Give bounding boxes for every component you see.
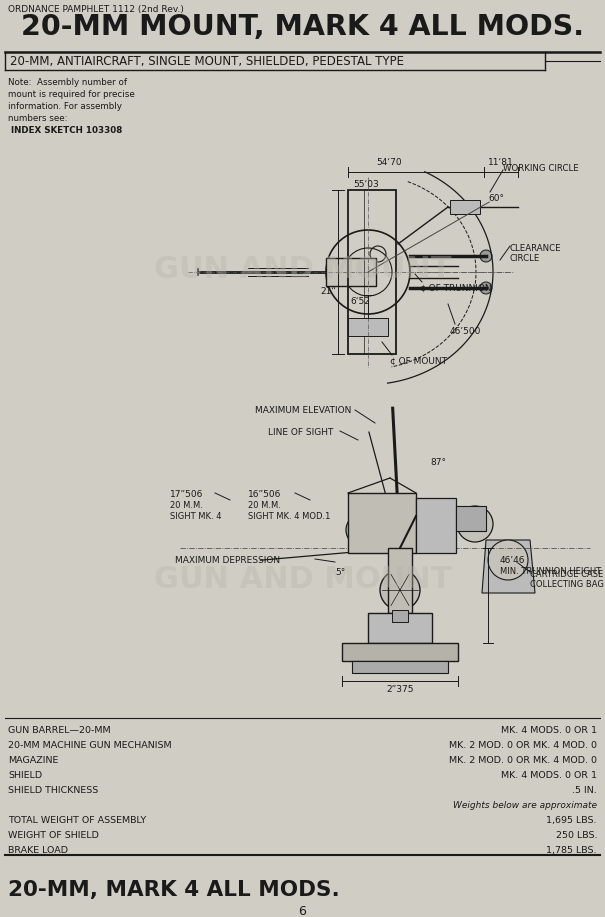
Text: BRAKE LOAD: BRAKE LOAD: [8, 846, 68, 855]
Bar: [450, 200, 480, 214]
Text: 20-MM, MARK 4 ALL MODS.: 20-MM, MARK 4 ALL MODS.: [8, 880, 340, 900]
Text: 6: 6: [298, 905, 307, 917]
Text: SHIELD: SHIELD: [8, 771, 42, 780]
Text: ¢ OF TRUNNION: ¢ OF TRUNNION: [420, 284, 492, 293]
Text: 60°: 60°: [488, 194, 504, 203]
Text: ¢ OF MOUNT: ¢ OF MOUNT: [390, 357, 447, 366]
Text: COLLECTING BAG: COLLECTING BAG: [530, 580, 604, 589]
Text: 54‘70: 54‘70: [376, 158, 402, 167]
Text: SHIELD THICKNESS: SHIELD THICKNESS: [8, 786, 98, 795]
Bar: [348, 493, 416, 553]
Bar: [392, 610, 408, 622]
Text: 17”506: 17”506: [170, 490, 203, 499]
Text: 11‘81: 11‘81: [488, 158, 514, 167]
Text: .5 IN.: .5 IN.: [572, 786, 597, 795]
Text: 1,785 LBS.: 1,785 LBS.: [546, 846, 597, 855]
Bar: [416, 498, 456, 553]
Bar: [326, 258, 376, 286]
Text: MK. 4 MODS. 0 OR 1: MK. 4 MODS. 0 OR 1: [501, 726, 597, 735]
Text: MIN. TRUNNION HEIGHT: MIN. TRUNNION HEIGHT: [500, 567, 601, 576]
Text: SIGHT MK. 4 MOD.1: SIGHT MK. 4 MOD.1: [248, 512, 330, 521]
Bar: [348, 190, 396, 354]
Text: MK. 4 MODS. 0 OR 1: MK. 4 MODS. 0 OR 1: [501, 771, 597, 780]
Text: WEIGHT OF SHIELD: WEIGHT OF SHIELD: [8, 831, 99, 840]
Text: MAXIMUM DEPRESSION: MAXIMUM DEPRESSION: [175, 556, 280, 565]
Bar: [388, 548, 412, 613]
Text: INDEX SKETCH 103308: INDEX SKETCH 103308: [8, 126, 122, 135]
Text: 250 LBS.: 250 LBS.: [555, 831, 597, 840]
Text: mount is required for precise: mount is required for precise: [8, 90, 135, 99]
Text: GUN BARREL—20-MM: GUN BARREL—20-MM: [8, 726, 111, 735]
Text: 20 M.M.: 20 M.M.: [170, 501, 203, 510]
Bar: [368, 613, 432, 643]
Text: 46’500: 46’500: [450, 327, 482, 336]
Text: LINE OF SIGHT: LINE OF SIGHT: [268, 428, 333, 437]
Bar: [352, 661, 448, 673]
Text: CLEARANCE: CLEARANCE: [510, 244, 561, 253]
Text: 20 M.M.: 20 M.M.: [248, 501, 281, 510]
Text: 16”506: 16”506: [248, 490, 281, 499]
Text: MK. 2 MOD. 0 OR MK. 4 MOD. 0: MK. 2 MOD. 0 OR MK. 4 MOD. 0: [449, 756, 597, 765]
Circle shape: [380, 570, 420, 610]
Text: Weights below are approximate: Weights below are approximate: [453, 801, 597, 810]
Text: Note:  Assembly number of: Note: Assembly number of: [8, 78, 127, 87]
Text: GUN AND MOUNT: GUN AND MOUNT: [154, 256, 451, 284]
Text: 20-MM, ANTIAIRCRAFT, SINGLE MOUNT, SHIELDED, PEDESTAL TYPE: 20-MM, ANTIAIRCRAFT, SINGLE MOUNT, SHIEL…: [10, 55, 404, 68]
Text: SIGHT MK. 4: SIGHT MK. 4: [170, 512, 221, 521]
Text: 20-MM MOUNT, MARK 4 ALL MODS.: 20-MM MOUNT, MARK 4 ALL MODS.: [21, 13, 584, 41]
Circle shape: [457, 506, 493, 542]
Circle shape: [488, 540, 528, 580]
Text: 46’46: 46’46: [500, 556, 526, 565]
Circle shape: [480, 250, 492, 262]
Bar: [342, 643, 458, 661]
Text: numbers see:: numbers see:: [8, 114, 68, 123]
Text: 6‘52: 6‘52: [350, 297, 370, 306]
Text: TOTAL WEIGHT OF ASSEMBLY: TOTAL WEIGHT OF ASSEMBLY: [8, 816, 146, 825]
Text: MAXIMUM ELEVATION: MAXIMUM ELEVATION: [255, 406, 352, 415]
Text: CIRCLE: CIRCLE: [510, 254, 540, 263]
Text: 1,695 LBS.: 1,695 LBS.: [546, 816, 597, 825]
Text: 21“: 21“: [320, 287, 336, 296]
Bar: [348, 318, 388, 336]
Text: 87°: 87°: [430, 458, 446, 467]
Text: WORKING CIRCLE: WORKING CIRCLE: [503, 164, 579, 173]
Text: 2”375: 2”375: [386, 685, 413, 694]
Text: CARTRIDGE CASE: CARTRIDGE CASE: [530, 570, 603, 579]
Bar: [456, 506, 486, 531]
Polygon shape: [482, 540, 535, 593]
Text: 55‘03: 55‘03: [353, 180, 379, 189]
Circle shape: [346, 514, 378, 546]
Text: MK. 2 MOD. 0 OR MK. 4 MOD. 0: MK. 2 MOD. 0 OR MK. 4 MOD. 0: [449, 741, 597, 750]
Text: GUN AND MOUNT: GUN AND MOUNT: [154, 566, 451, 594]
Text: information. For assembly: information. For assembly: [8, 102, 122, 111]
Circle shape: [480, 282, 492, 294]
Text: 20-MM MACHINE GUN MECHANISM: 20-MM MACHINE GUN MECHANISM: [8, 741, 172, 750]
Text: 5°: 5°: [335, 568, 345, 577]
Text: MAGAZINE: MAGAZINE: [8, 756, 58, 765]
Text: ORDNANCE PAMPHLET 1112 (2nd Rev.): ORDNANCE PAMPHLET 1112 (2nd Rev.): [8, 5, 184, 14]
